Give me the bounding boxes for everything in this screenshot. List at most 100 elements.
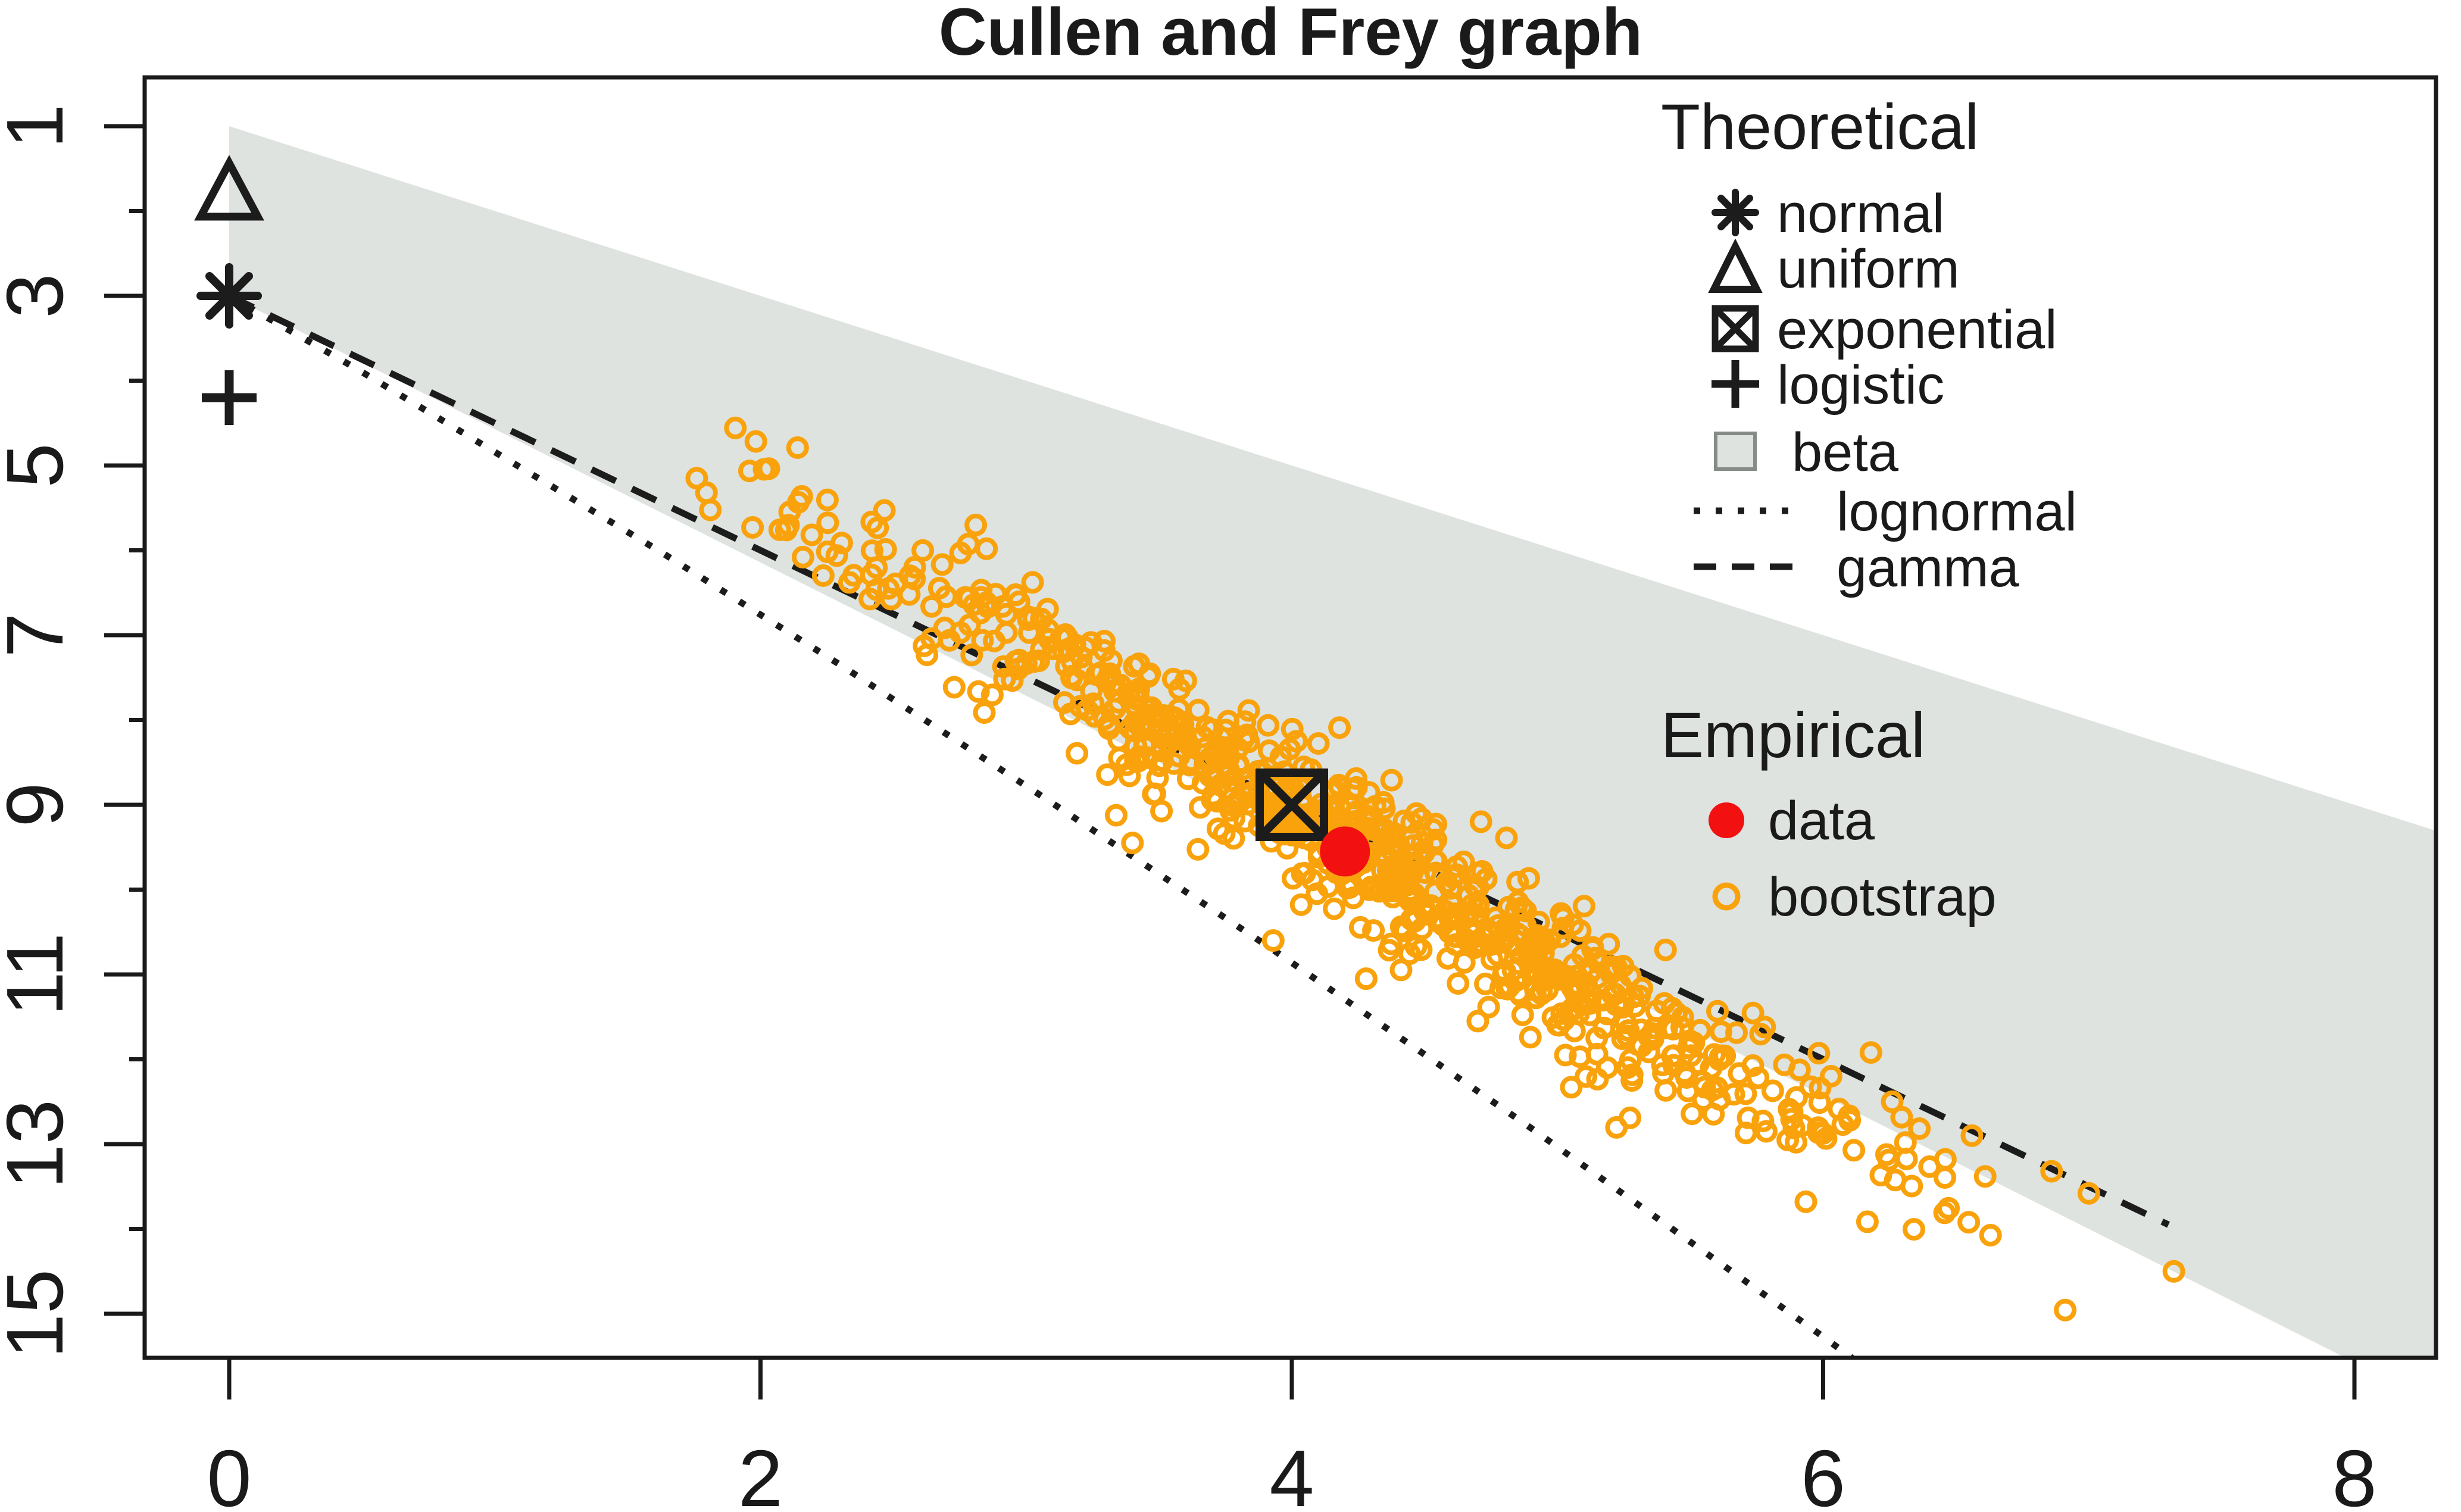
bootstrap-point bbox=[1551, 905, 1574, 928]
empirical-data-point bbox=[1320, 826, 1370, 877]
bootstrap-point bbox=[866, 516, 889, 539]
bootstrap-point bbox=[1463, 874, 1486, 897]
bootstrap-point bbox=[1575, 973, 1598, 996]
plus-icon bbox=[1712, 360, 1759, 408]
legend-item-lognormal-label: lognormal bbox=[1837, 482, 2077, 542]
bootstrap-point bbox=[1514, 914, 1537, 937]
bootstrap-point bbox=[1751, 1110, 1775, 1133]
bootstrap-point bbox=[1105, 804, 1128, 827]
legend-item-beta-label: beta bbox=[1792, 422, 1899, 483]
bootstrap-point bbox=[1457, 930, 1481, 953]
bootstrap-point bbox=[1973, 1165, 1997, 1188]
bootstrap-point bbox=[971, 629, 994, 652]
bootstrap-point bbox=[1572, 895, 1595, 918]
bootstrap-point bbox=[744, 430, 767, 453]
bootstrap-point bbox=[752, 458, 776, 481]
bootstrap-point bbox=[967, 680, 990, 703]
bootstrap-point bbox=[960, 643, 983, 667]
bootstrap-point bbox=[1616, 1024, 1639, 1048]
bootstrap-point bbox=[903, 555, 926, 579]
bootstrap-point bbox=[1138, 698, 1160, 721]
bootstrap-point bbox=[777, 514, 800, 537]
bootstrap-point bbox=[1004, 583, 1028, 607]
bootstrap-point bbox=[1425, 863, 1448, 885]
bootstrap-point bbox=[1486, 944, 1510, 967]
bootstrap-point bbox=[1469, 810, 1492, 833]
bootstrap-point bbox=[800, 523, 823, 546]
bootstrap-point bbox=[964, 513, 988, 536]
bootstrap-point bbox=[1554, 1044, 1577, 1067]
y-tick-label: 9 bbox=[0, 782, 80, 827]
bootstrap-point bbox=[1400, 826, 1423, 849]
bootstrap-point bbox=[1201, 718, 1224, 741]
bootstrap-point bbox=[1631, 977, 1653, 999]
bootstrap-point bbox=[1410, 917, 1433, 941]
bootstrap-point bbox=[1908, 1117, 1931, 1140]
bootstrap-point bbox=[1174, 669, 1197, 692]
bootstrap-point bbox=[1447, 972, 1470, 995]
bootstrap-point bbox=[1794, 1190, 1817, 1213]
bootstrap-point bbox=[1364, 795, 1386, 818]
beta-region-polygon bbox=[229, 126, 2436, 1358]
bootstrap-point bbox=[1934, 1166, 1956, 1189]
bootstrap-point bbox=[1083, 705, 1107, 728]
bootstrap-point bbox=[1093, 630, 1116, 652]
bootstrap-point bbox=[1150, 799, 1173, 823]
bootstrap-point bbox=[1194, 736, 1217, 760]
bootstrap-point bbox=[1656, 1016, 1678, 1039]
bootstrap-point bbox=[1706, 999, 1729, 1023]
uniform-triangle-marker bbox=[194, 155, 264, 221]
bootstrap-point bbox=[1125, 696, 1148, 719]
bootstrap-point bbox=[1327, 773, 1350, 796]
bootstrap-point bbox=[1161, 667, 1185, 691]
bootstrap-point bbox=[865, 556, 888, 579]
normal-asterisk-marker bbox=[196, 263, 262, 329]
bootstrap-point bbox=[1390, 851, 1413, 874]
bootstrap-point bbox=[1511, 1003, 1534, 1026]
bootstrap-point bbox=[874, 538, 897, 561]
bootstrap-point bbox=[1367, 880, 1391, 903]
chart-title: Cullen and Frey graph bbox=[939, 0, 1642, 69]
bootstrap-point bbox=[1233, 710, 1257, 733]
bootstrap-point bbox=[1142, 783, 1165, 805]
legend-item-gamma-label: gamma bbox=[1837, 538, 2020, 598]
bootstrap-point bbox=[1372, 817, 1395, 841]
bootstrap-point bbox=[1214, 718, 1237, 742]
bootstrap-point bbox=[1979, 1224, 2002, 1247]
y-tick-label: 1 bbox=[0, 104, 80, 148]
bootstrap-point bbox=[1934, 1148, 1957, 1171]
bootstrap-point bbox=[1371, 844, 1394, 867]
bootstrap-point bbox=[1735, 1121, 1757, 1145]
bootstrap-point bbox=[1563, 953, 1585, 976]
bootstrap-point bbox=[1881, 1090, 1904, 1113]
bootstrap-point bbox=[1842, 1139, 1866, 1162]
bootstrap-point bbox=[1884, 1169, 1907, 1192]
bootstrap-point bbox=[1838, 1109, 1862, 1132]
bootstrap-point bbox=[980, 683, 1004, 707]
triangle-icon bbox=[1708, 238, 1763, 293]
bootstrap-point bbox=[1877, 1148, 1900, 1172]
bootstrap-point bbox=[1859, 1041, 1882, 1064]
legend-item-bootstrap-label: bootstrap bbox=[1768, 867, 1997, 927]
bootstrap-point bbox=[942, 676, 966, 699]
bootstrap-point bbox=[1097, 665, 1120, 688]
bootstrap-point bbox=[1514, 899, 1537, 923]
bootstrap-point bbox=[1466, 1010, 1489, 1033]
bootstrap-point bbox=[1096, 763, 1119, 786]
bootstrap-point bbox=[1519, 948, 1542, 971]
bootstrap-point bbox=[1517, 867, 1540, 890]
y-tick-label: 15 bbox=[0, 1269, 80, 1358]
bootstrap-point bbox=[1021, 571, 1044, 594]
bootstrap-point bbox=[1163, 706, 1186, 729]
bootstrap-point bbox=[1380, 932, 1403, 955]
bootstrap-point bbox=[1709, 1020, 1732, 1044]
bootstrap-point bbox=[1342, 886, 1365, 910]
legend-item-uniform-label: uniform bbox=[1777, 239, 1960, 299]
bootstrap-point bbox=[1890, 1105, 1913, 1129]
x-tick-label: 8 bbox=[2332, 1433, 2376, 1512]
bootstrap-point bbox=[778, 501, 801, 523]
bootstrap-point bbox=[838, 571, 861, 594]
bootstrap-point bbox=[1708, 1088, 1731, 1111]
